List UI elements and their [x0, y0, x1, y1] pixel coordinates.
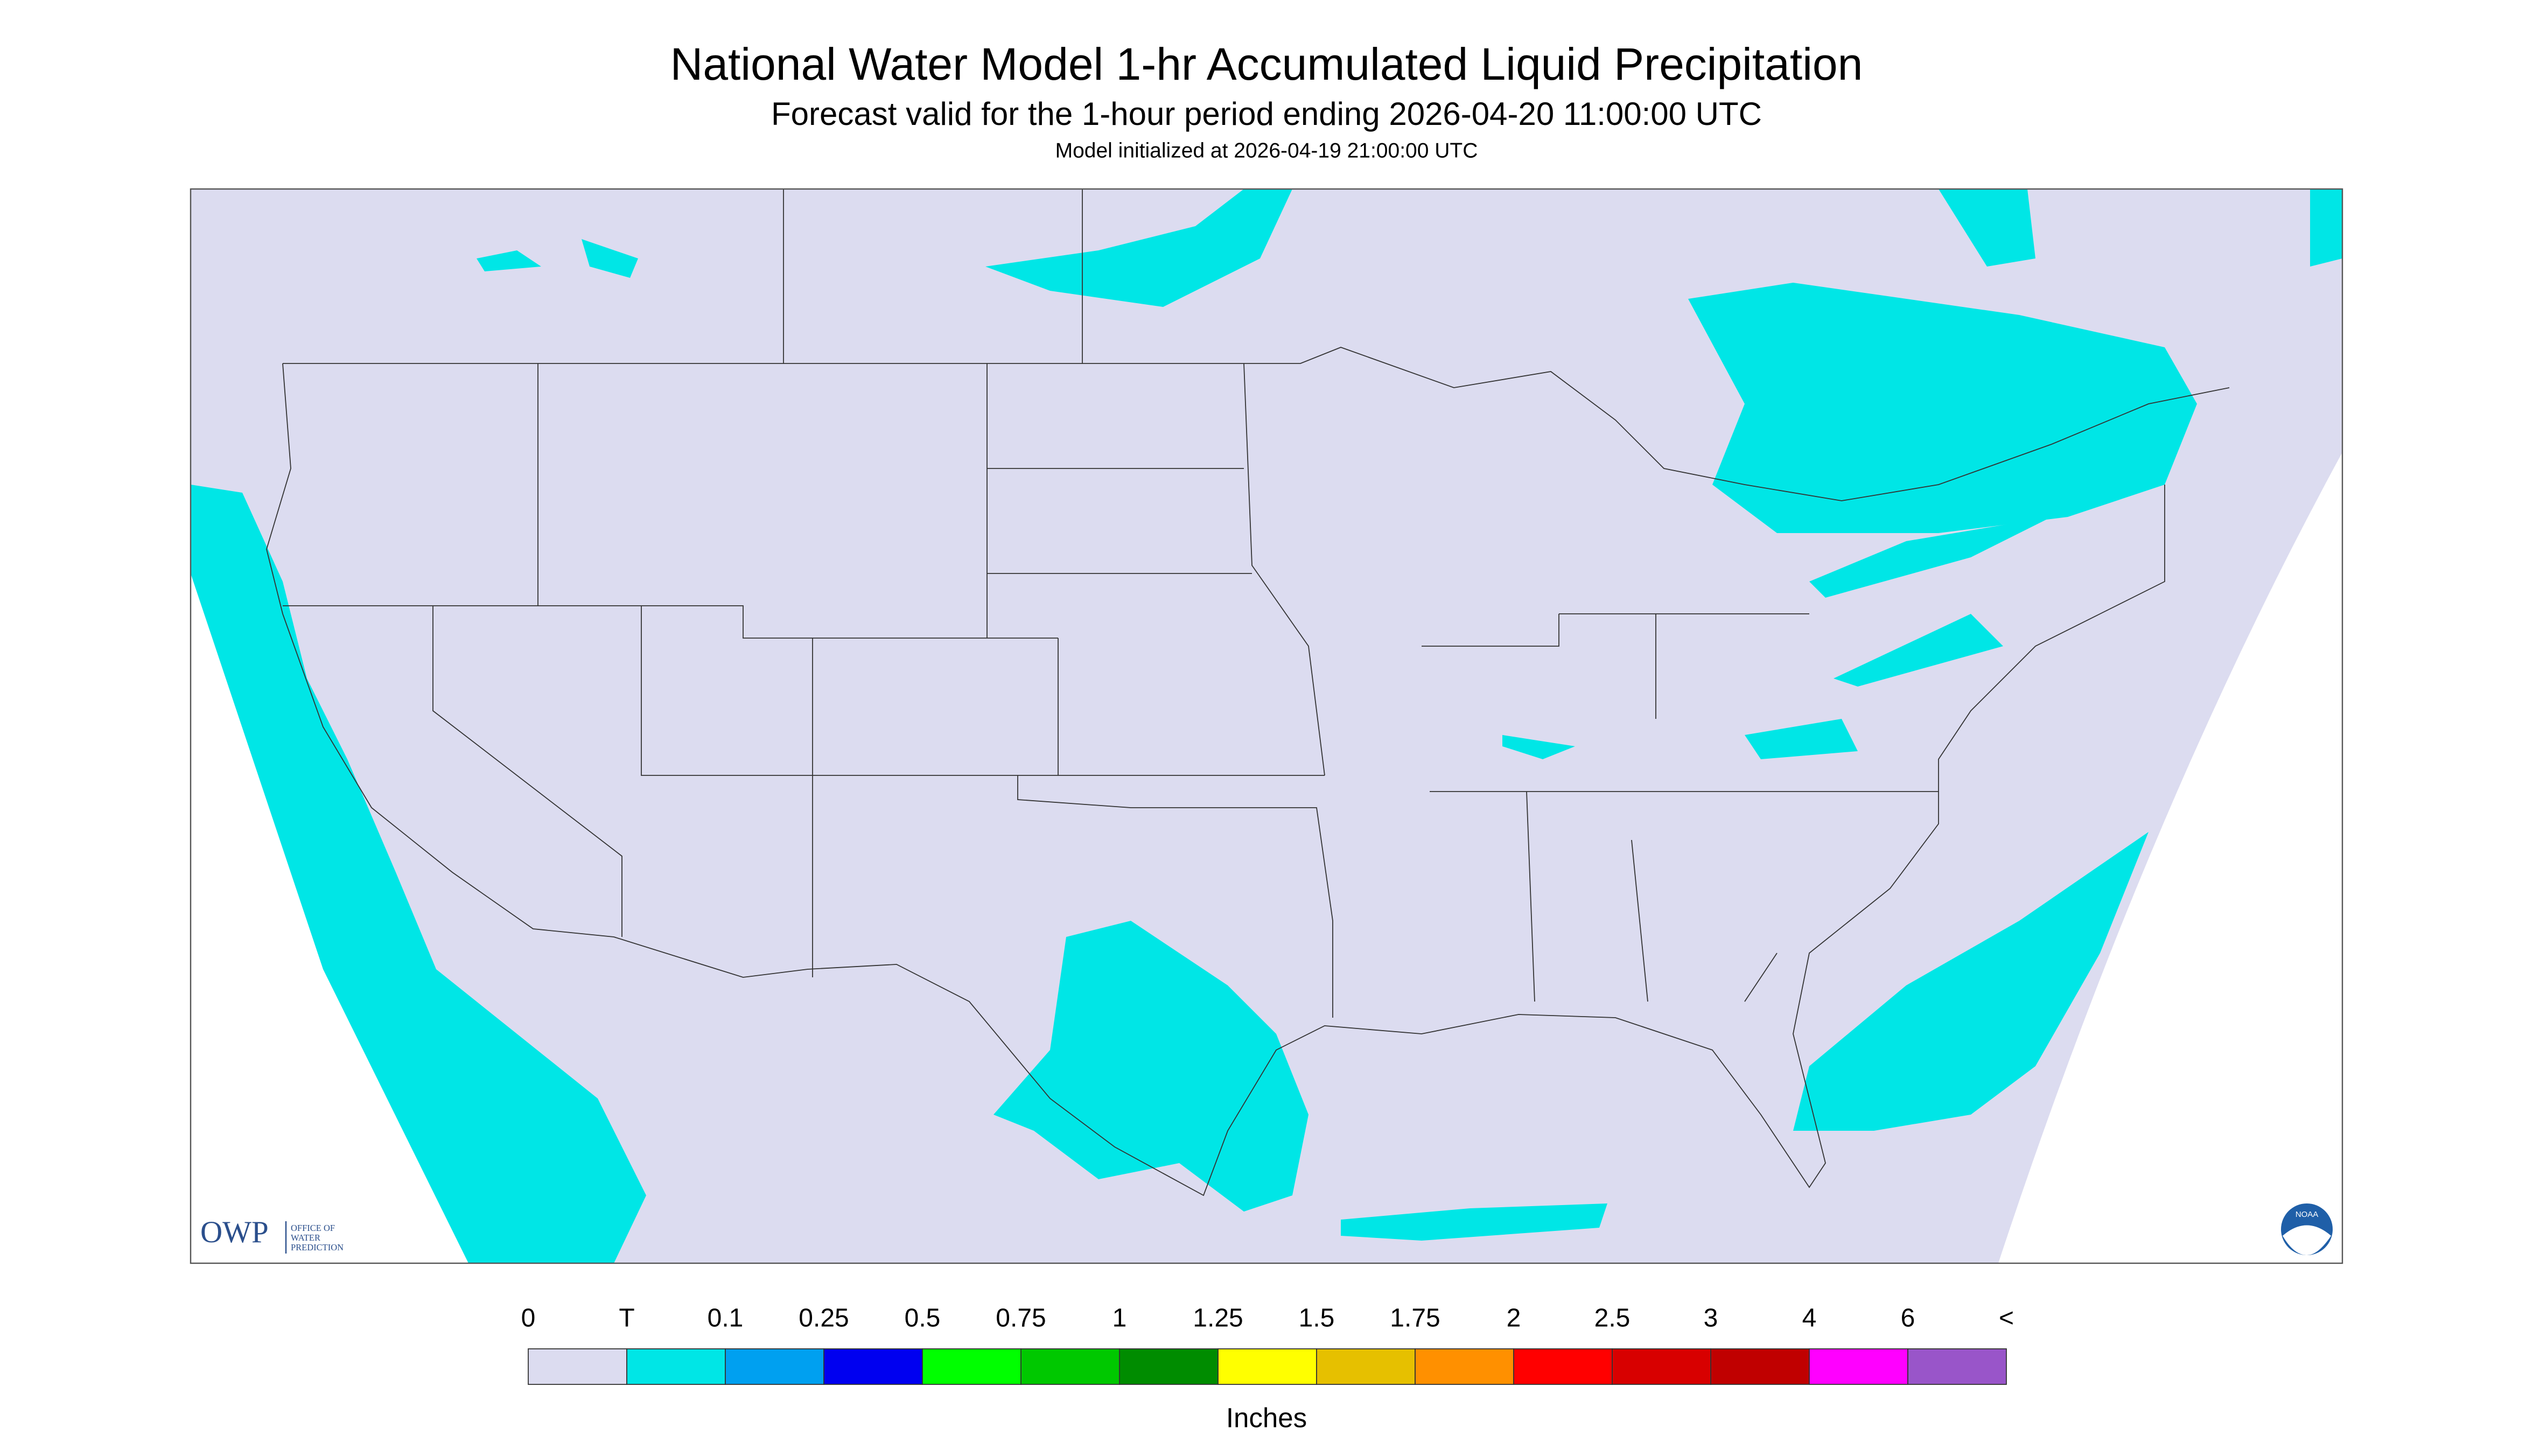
- owp-text: OWP: [200, 1215, 269, 1249]
- legend-swatch: [823, 1348, 923, 1385]
- legend-swatch: [1907, 1348, 2007, 1385]
- legend-label: 4: [1802, 1304, 1817, 1333]
- precipitation: [191, 189, 2342, 1264]
- legend-swatch: [1612, 1348, 1711, 1385]
- legend-swatch: [1809, 1348, 1908, 1385]
- legend-swatch: [528, 1348, 627, 1385]
- legend-swatch: [1316, 1348, 1416, 1385]
- legend-label: 6: [1901, 1304, 1915, 1333]
- boundaries: [266, 189, 2230, 1196]
- legend-swatch: [626, 1348, 726, 1385]
- legend-label: 1.75: [1390, 1304, 1440, 1333]
- legend-label: 1.5: [1299, 1304, 1335, 1333]
- owp-line: OFFICE OF: [291, 1223, 335, 1233]
- legend-swatch: [1217, 1348, 1317, 1385]
- legend-label: 1.25: [1193, 1304, 1243, 1333]
- legend-swatch: [922, 1348, 1021, 1385]
- noaa-wave: [2283, 1225, 2331, 1256]
- legend-label: 0: [521, 1304, 536, 1333]
- map-frame: [190, 188, 2343, 1264]
- legend-label: 0.25: [799, 1304, 849, 1333]
- legend-label: 2.5: [1594, 1304, 1631, 1333]
- owp-logo: OWP OFFICE OF WATER PREDICTION: [200, 1215, 344, 1254]
- legend-label: <: [1999, 1304, 2014, 1333]
- owp-line: PREDICTION: [291, 1242, 344, 1252]
- init-time: Model initialized at 2026-04-19 21:00:00…: [1055, 139, 1478, 162]
- legend-swatch: [1415, 1348, 1514, 1385]
- legend-label: 1: [1112, 1304, 1127, 1333]
- legend-label: 0.5: [905, 1304, 941, 1333]
- legend-label: T: [619, 1304, 634, 1333]
- map: OWP OFFICE OF WATER PREDICTION NOAA: [190, 188, 2343, 1264]
- legend-label: 0.1: [708, 1304, 744, 1333]
- legend-swatch: [1119, 1348, 1219, 1385]
- owp-line: WATER: [291, 1233, 320, 1243]
- title: National Water Model 1-hr Accumulated Li…: [670, 39, 1863, 89]
- legend-label: 3: [1704, 1304, 1718, 1333]
- legend-swatch: [725, 1348, 824, 1385]
- legend-label: 2: [1507, 1304, 1521, 1333]
- legend-swatch: [1513, 1348, 1613, 1385]
- legend: 0 T 0.1 0.25 0.5 0.75 1 1.25 1.5 1.75 2 2.5 3 4 6 <: [521, 1304, 2014, 1385]
- subtitle: Forecast valid for the 1-hour period end…: [771, 96, 1762, 132]
- legend-swatch: [1020, 1348, 1120, 1385]
- legend-swatch: [1710, 1348, 1810, 1385]
- legend-label: 0.75: [996, 1304, 1046, 1333]
- legend-unit: Inches: [1226, 1402, 1307, 1433]
- noaa-logo: NOAA: [2281, 1203, 2333, 1256]
- noaa-text: NOAA: [2296, 1210, 2319, 1219]
- domain-mask: [1998, 452, 2342, 1264]
